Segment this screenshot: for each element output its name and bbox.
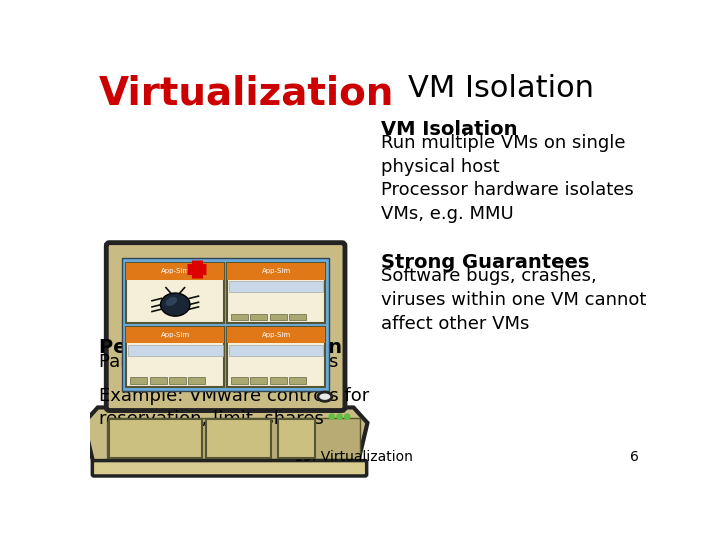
- FancyBboxPatch shape: [107, 242, 345, 410]
- Bar: [270, 314, 287, 320]
- FancyBboxPatch shape: [92, 461, 366, 476]
- Text: Performance Isolation: Performance Isolation: [99, 338, 342, 357]
- Bar: [277, 419, 315, 457]
- Text: Strong Guarantees: Strong Guarantees: [381, 253, 589, 273]
- Text: 19: Virtualization: 19: Virtualization: [294, 450, 413, 464]
- Text: 6: 6: [630, 450, 639, 464]
- Bar: [270, 377, 287, 383]
- Text: Virtualization: Virtualization: [99, 74, 395, 112]
- Bar: [127, 327, 224, 387]
- Text: Example: VMware controls for
reservation, limit, shares: Example: VMware controls for reservation…: [99, 387, 369, 428]
- Bar: [251, 377, 267, 383]
- Bar: [107, 418, 360, 459]
- Bar: [206, 419, 271, 457]
- Bar: [231, 377, 248, 383]
- Text: App-Sim: App-Sim: [261, 268, 291, 274]
- Bar: [130, 377, 148, 383]
- Bar: [289, 377, 306, 383]
- Bar: [169, 377, 186, 383]
- Text: VM Isolation: VM Isolation: [408, 74, 594, 103]
- Polygon shape: [84, 408, 367, 465]
- Text: Partition system resources: Partition system resources: [99, 353, 338, 371]
- Text: App-Sim: App-Sim: [261, 332, 291, 338]
- Bar: [189, 377, 205, 383]
- Bar: [127, 262, 224, 323]
- Text: App-Sim: App-Sim: [161, 332, 190, 338]
- Bar: [251, 314, 267, 320]
- Bar: [127, 262, 224, 280]
- Bar: [229, 281, 323, 292]
- Ellipse shape: [161, 293, 190, 316]
- Circle shape: [329, 414, 335, 420]
- Bar: [150, 377, 167, 383]
- Bar: [228, 327, 325, 343]
- Circle shape: [337, 414, 342, 420]
- Bar: [229, 345, 323, 356]
- Bar: [289, 314, 306, 320]
- Ellipse shape: [318, 392, 332, 401]
- Text: VM Isolation: VM Isolation: [381, 120, 517, 139]
- Ellipse shape: [166, 297, 177, 306]
- Bar: [228, 327, 325, 387]
- Bar: [109, 419, 202, 457]
- Bar: [127, 327, 224, 343]
- Bar: [231, 314, 248, 320]
- Bar: [228, 262, 325, 280]
- Text: Software bugs, crashes,
viruses within one VM cannot
affect other VMs: Software bugs, crashes, viruses within o…: [381, 267, 646, 333]
- Text: App-Sim: App-Sim: [161, 268, 190, 274]
- Bar: [122, 258, 330, 392]
- Circle shape: [345, 414, 350, 420]
- Text: Run multiple VMs on single
physical host
Processor hardware isolates
VMs, e.g. M: Run multiple VMs on single physical host…: [381, 134, 634, 223]
- Bar: [228, 262, 325, 323]
- Bar: [128, 345, 222, 356]
